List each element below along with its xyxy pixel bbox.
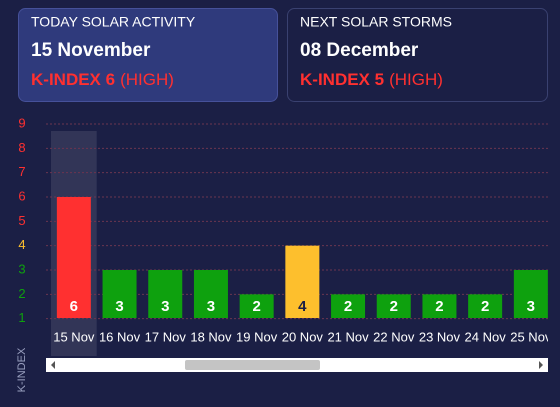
bar xyxy=(102,270,137,318)
bar xyxy=(148,270,183,318)
x-tick-label: 24 Nov xyxy=(465,329,507,344)
value-label: 3 xyxy=(161,298,169,315)
y-tick-label: 8 xyxy=(18,140,25,155)
value-label: 2 xyxy=(390,298,398,315)
y-tick-label: 9 xyxy=(18,115,25,130)
value-label: 3 xyxy=(207,298,215,315)
scrollbar[interactable] xyxy=(46,358,548,372)
value-label: 2 xyxy=(481,298,489,315)
x-tick-label: 20 Nov xyxy=(282,329,324,344)
y-tick-label: 2 xyxy=(18,286,25,301)
index-label: K-INDEX 5 xyxy=(300,70,384,89)
y-tick-label: 7 xyxy=(18,164,25,179)
value-label: 6 xyxy=(70,298,78,315)
x-tick-label: 21 Nov xyxy=(327,329,369,344)
y-tick-label: 4 xyxy=(18,237,25,252)
bar xyxy=(239,294,274,318)
storm-card xyxy=(287,8,548,102)
bar xyxy=(422,294,457,318)
value-label: 2 xyxy=(435,298,443,315)
x-tick-label: 17 Nov xyxy=(145,329,187,344)
bar xyxy=(513,270,548,318)
card-index: K-INDEX 6 (HIGH) xyxy=(31,70,174,89)
value-label: 3 xyxy=(527,298,535,315)
bar xyxy=(376,294,411,318)
value-label: 4 xyxy=(298,298,307,315)
x-tick-label: 23 Nov xyxy=(419,329,461,344)
card-title: TODAY SOLAR ACTIVITY xyxy=(31,14,196,30)
level-label: (HIGH) xyxy=(120,70,174,89)
x-tick-label: 25 Nov xyxy=(510,329,552,344)
scroll-left[interactable] xyxy=(51,361,55,369)
bar xyxy=(193,270,228,318)
y-tick-label: 1 xyxy=(18,310,25,325)
y-tick-label: 5 xyxy=(18,213,25,228)
index-label: K-INDEX 6 xyxy=(31,70,115,89)
bar xyxy=(331,294,366,318)
bar xyxy=(56,197,91,318)
y-tick-label: 3 xyxy=(18,261,25,276)
x-tick-label: 22 Nov xyxy=(373,329,415,344)
x-tick-label: 16 Nov xyxy=(99,329,141,344)
value-label: 2 xyxy=(252,298,260,315)
card-date: 15 November xyxy=(31,40,151,61)
bar xyxy=(285,245,320,318)
value-label: 2 xyxy=(344,298,352,315)
x-tick-label: 19 Nov xyxy=(236,329,278,344)
y-axis-label: K-INDEX xyxy=(16,347,28,392)
x-tick-label: 15 Nov xyxy=(53,329,95,344)
scroll-thumb[interactable] xyxy=(185,360,320,370)
value-label: 3 xyxy=(115,298,123,315)
today-card xyxy=(18,8,278,102)
y-tick-label: 6 xyxy=(18,188,25,203)
card-date: 08 December xyxy=(300,40,419,61)
bar xyxy=(468,294,503,318)
scroll-right[interactable] xyxy=(539,361,543,369)
level-label: (HIGH) xyxy=(389,70,443,89)
card-title: NEXT SOLAR STORMS xyxy=(300,14,452,30)
card-index: K-INDEX 5 (HIGH) xyxy=(300,70,443,89)
x-tick-label: 18 Nov xyxy=(190,329,232,344)
